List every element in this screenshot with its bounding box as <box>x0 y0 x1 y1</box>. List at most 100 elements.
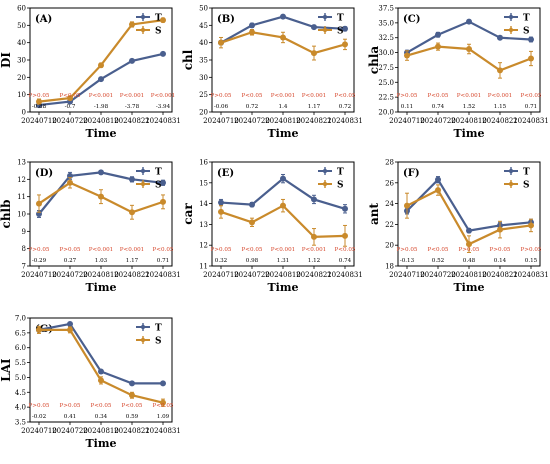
legend-dot-S <box>322 27 328 33</box>
data-point-S <box>218 39 224 46</box>
legend-dot-S <box>508 27 514 33</box>
d-value-label: -0.02 <box>32 414 47 420</box>
data-point-T <box>160 380 166 387</box>
p-value-label: P>0.05 <box>490 247 511 253</box>
y-tick-label: 27.5 <box>378 64 394 72</box>
data-point-S <box>98 193 104 200</box>
legend-label-T: T <box>155 168 162 178</box>
y-tick-label: 24 <box>385 200 394 208</box>
y-tick-label: 5.5 <box>15 359 26 367</box>
y-tick-label: 14 <box>199 200 208 208</box>
y-tick-label: 12 <box>199 242 208 250</box>
y-tick-label: 35 <box>199 57 208 65</box>
data-point-S <box>435 187 441 194</box>
data-point-S <box>67 179 73 186</box>
data-point-S <box>129 209 135 216</box>
d-value-label: 0.41 <box>64 414 76 420</box>
d-value-label: 1.4 <box>279 104 288 110</box>
x-axis-title: Time <box>453 281 484 294</box>
d-value-label: -0.7 <box>65 104 76 110</box>
panel-label: (B) <box>217 14 235 25</box>
data-point-T <box>435 31 441 38</box>
x-axis-title: Time <box>85 127 116 140</box>
d-value-label: 1.17 <box>126 258 139 264</box>
x-tick-label: 20240710 <box>21 427 57 435</box>
y-axis-title: chlb <box>0 200 13 229</box>
x-tick-label: 20240720 <box>234 271 270 279</box>
d-value-label: 0.15 <box>525 258 538 264</box>
d-value-label: 0.59 <box>126 414 139 420</box>
data-point-T <box>466 18 472 25</box>
legend-label-T: T <box>155 14 162 24</box>
legend-dot-T <box>508 168 514 174</box>
data-point-T <box>160 50 166 57</box>
data-point-T <box>311 24 317 31</box>
y-tick-label: 10 <box>17 211 26 219</box>
y-tick-label: 7 <box>22 263 26 271</box>
data-point-T <box>249 201 255 208</box>
y-tick-label: 35.0 <box>378 19 394 27</box>
y-tick-label: 16 <box>199 159 208 167</box>
x-axis-title: Time <box>453 127 484 140</box>
x-tick-label: 20240821 <box>296 117 332 125</box>
panel-label: (F) <box>403 168 420 179</box>
p-value-label: P<0.001 <box>89 93 113 99</box>
x-tick-label: 20240821 <box>114 117 150 125</box>
data-point-S <box>404 52 410 59</box>
panel-a: 0102030405060202407102024072020240810202… <box>0 5 181 141</box>
legend-label-S: S <box>155 181 162 191</box>
y-tick-label: 20 <box>17 74 26 82</box>
panel-label: (A) <box>35 14 52 25</box>
panel-label: (D) <box>35 168 53 179</box>
x-tick-label: 20240720 <box>52 117 88 125</box>
y-tick-label: 30 <box>199 74 208 82</box>
y-tick-label: 26 <box>385 179 394 187</box>
legend-dot-T <box>140 168 146 174</box>
panel-g: 3.5 4.0 4.5 5.0 5.5 6.0 6.5 7.0 2024071020240720… <box>0 315 181 451</box>
p-value-label: P>0.05 <box>29 93 50 99</box>
data-point-T <box>129 57 135 64</box>
legend-label-S: S <box>337 27 344 37</box>
y-tick-label: 10 <box>17 91 26 99</box>
y-axis-title: chl <box>181 49 195 70</box>
y-tick-label: 11 <box>199 263 208 271</box>
series-line-T <box>406 177 532 232</box>
legend-dot-S <box>322 181 328 187</box>
series-line-S <box>38 19 164 103</box>
y-axis-title: chla <box>367 46 381 75</box>
legend-label-T: T <box>155 324 162 334</box>
legend-label-S: S <box>523 27 530 37</box>
p-value-label: P<0.05 <box>521 93 542 99</box>
x-tick-label: 20240810 <box>83 117 119 125</box>
legend-label-S: S <box>155 337 162 347</box>
data-point-T <box>98 169 104 176</box>
y-tick-label: 20 <box>385 242 394 250</box>
x-tick-label: 20240821 <box>114 271 150 279</box>
legend-label-T: T <box>337 168 344 178</box>
p-value-label: P>0.05 <box>397 93 418 99</box>
x-axis-title: Time <box>267 127 298 140</box>
x-tick-label: 20240720 <box>52 271 88 279</box>
panel-e: 1112131415162024071020240720202408102024… <box>181 159 363 295</box>
data-point-S <box>160 399 166 406</box>
y-tick-label: 6.0 <box>15 344 26 352</box>
data-point-T <box>466 227 472 234</box>
p-value-label: P<0.001 <box>302 247 326 253</box>
data-point-T <box>280 13 286 20</box>
p-value-label: P<0.001 <box>89 247 113 253</box>
p-value-label: P>0.05 <box>397 247 418 253</box>
p-value-label: P<0.001 <box>120 247 144 253</box>
data-point-S <box>342 232 348 239</box>
y-tick-label: 50 <box>17 22 26 30</box>
y-tick-label: 4.5 <box>15 389 26 397</box>
d-value-label: -0.06 <box>214 104 229 110</box>
x-tick-label: 20240831 <box>145 427 181 435</box>
x-tick-label: 20240831 <box>145 271 181 279</box>
y-tick-label: 25 <box>199 91 208 99</box>
data-point-T <box>280 175 286 182</box>
x-tick-label: 20240710 <box>389 117 425 125</box>
p-value-label: P<0.001 <box>271 247 295 253</box>
legend-label-T: T <box>523 14 530 24</box>
p-value-label: P<0.05 <box>335 247 356 253</box>
data-point-S <box>129 392 135 399</box>
